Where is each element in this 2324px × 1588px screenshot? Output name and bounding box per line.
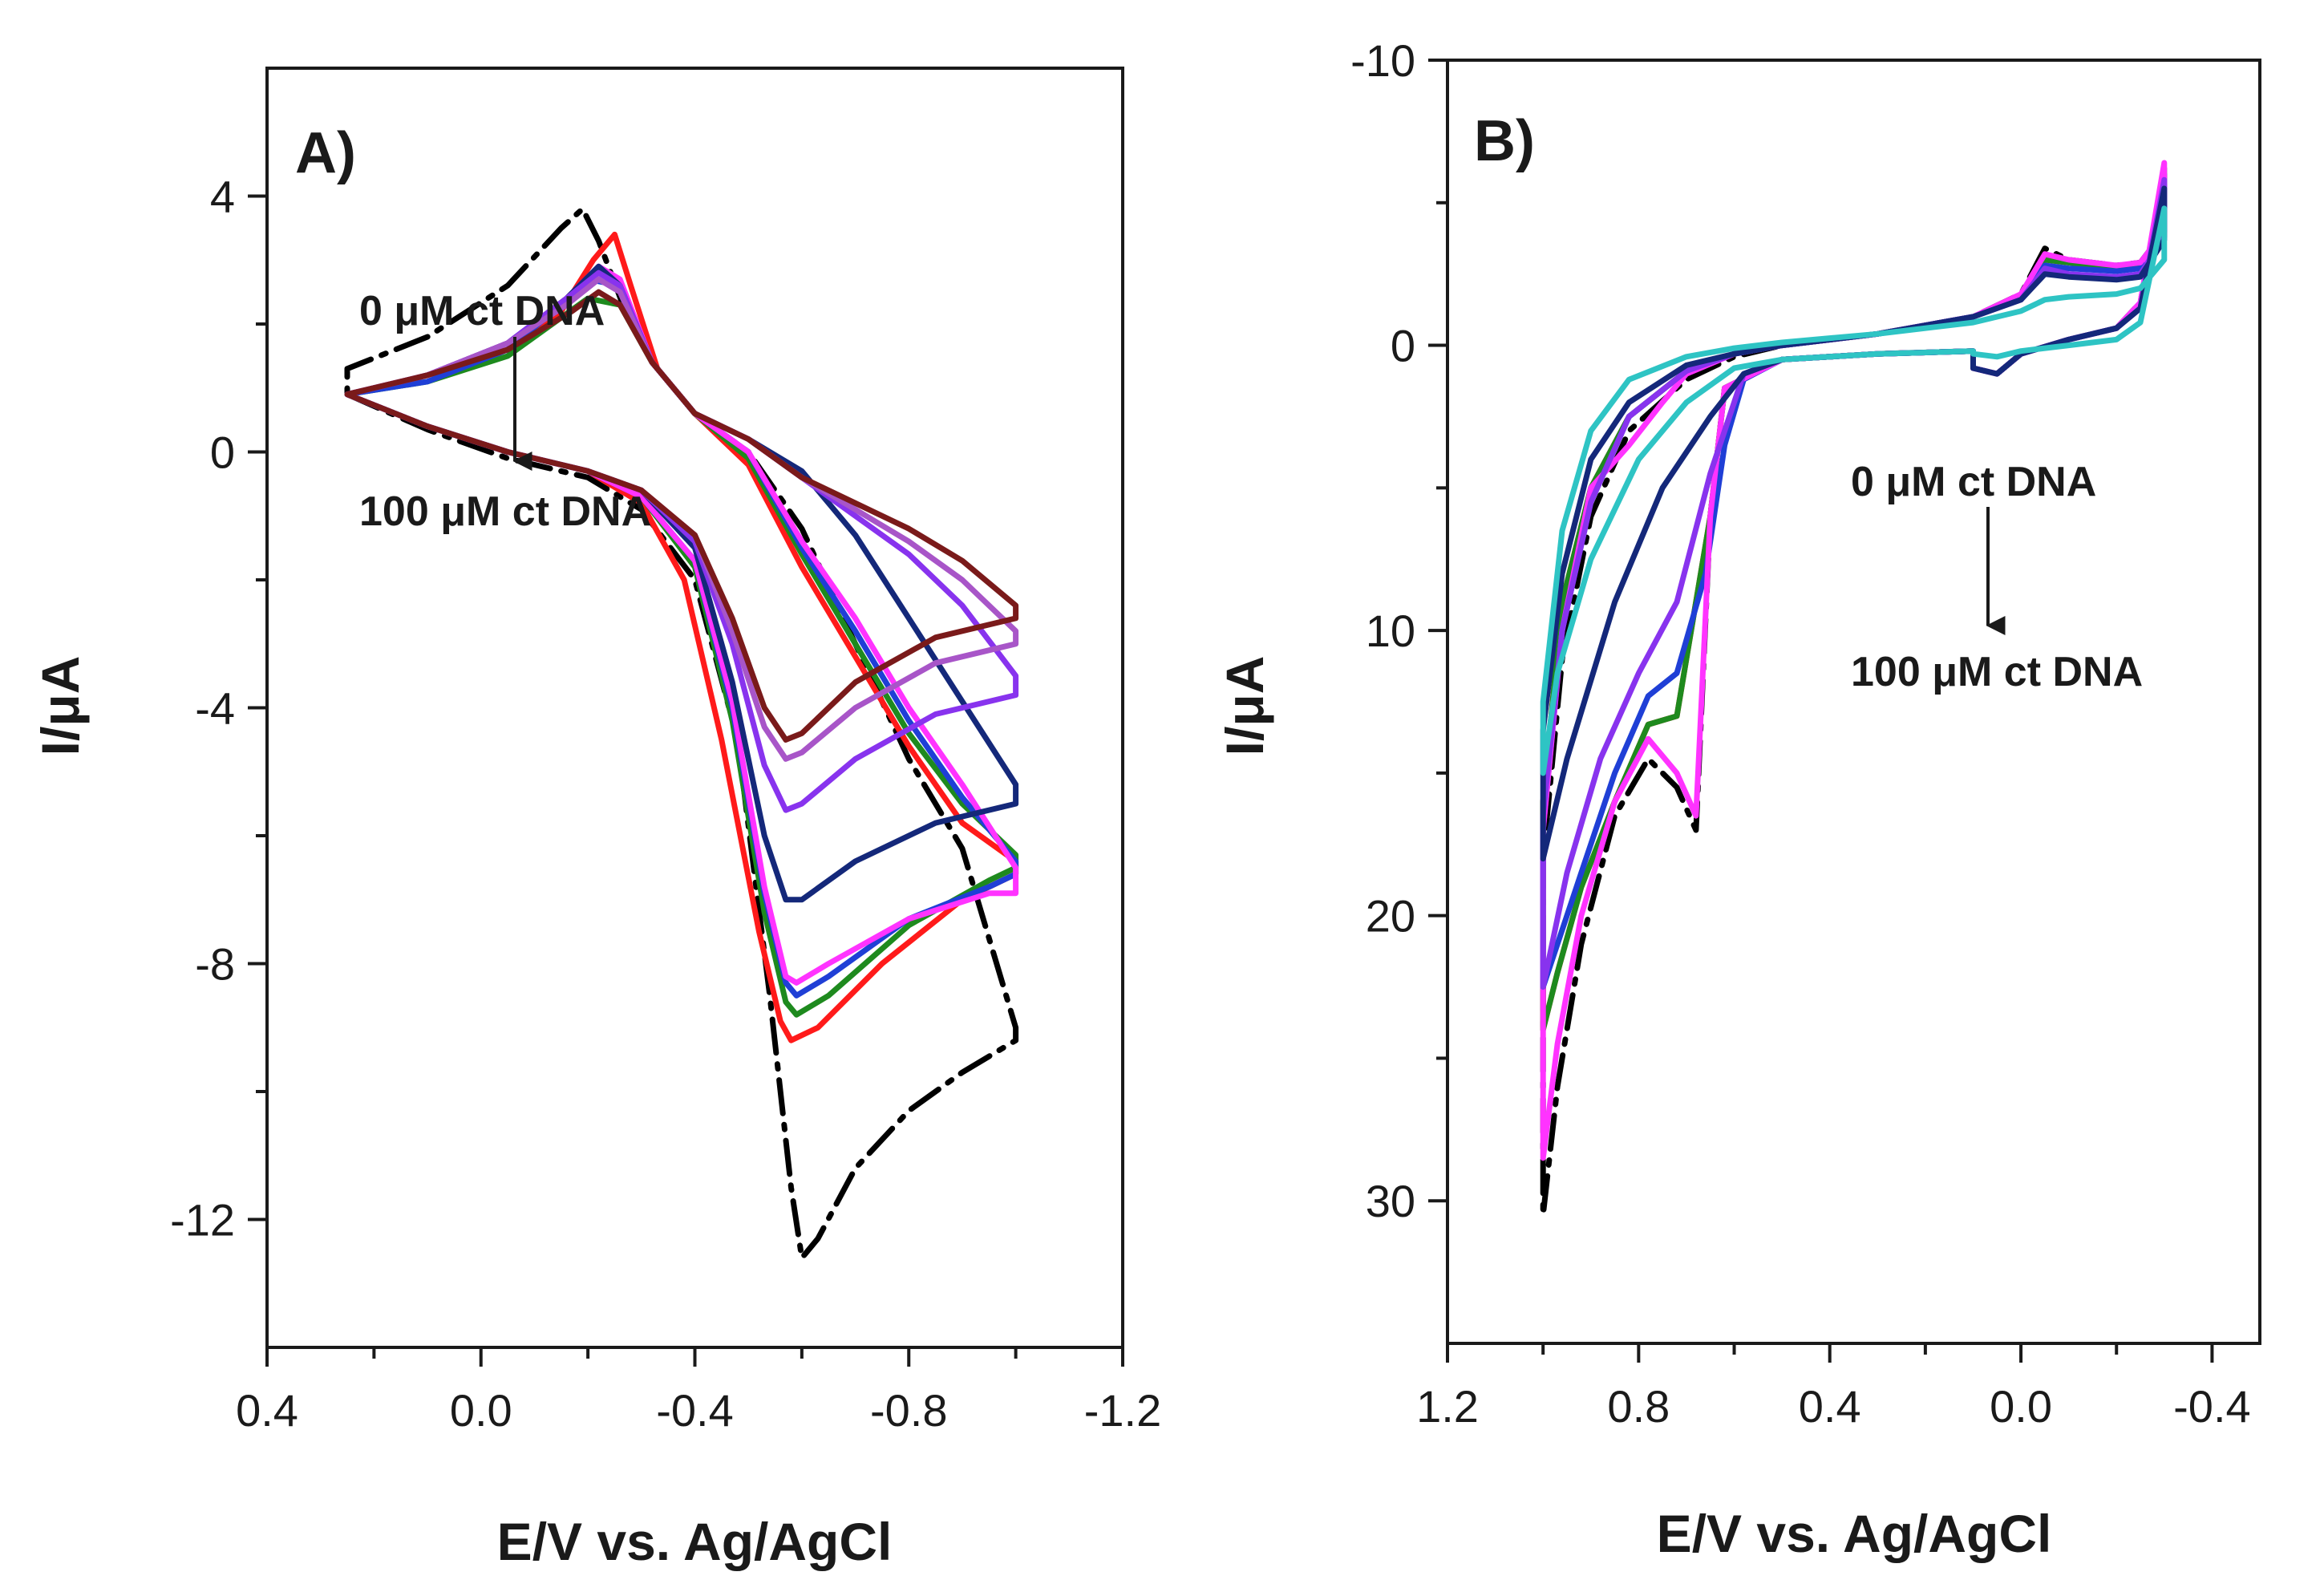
x-tick-label-a: -1.2 xyxy=(1084,1385,1162,1436)
x-axis-title-b: E/V vs. Ag/AgCl xyxy=(1657,1504,2052,1563)
x-tick-label-a: 0.4 xyxy=(236,1385,298,1436)
y-tick-label-a: 0 xyxy=(210,427,235,478)
x-tick-label-b: 0.4 xyxy=(1799,1381,1861,1432)
y-tick-label-b: -10 xyxy=(1350,35,1415,86)
cv-curve-a-5 xyxy=(344,263,1019,903)
x-tick-label-a: -0.8 xyxy=(870,1385,948,1436)
cv-curve-a-2 xyxy=(344,295,1019,1018)
x-tick-label-b: 0.0 xyxy=(1990,1381,2052,1432)
x-axis-title-a: E/V vs. Ag/AgCl xyxy=(497,1512,893,1571)
y-tick-label-a: -4 xyxy=(195,683,235,734)
ticks-b: 1.2 0.8 0.4 0.0 -0.4 -10 0 10 20 30 xyxy=(1350,35,2251,1432)
plot-frame-b xyxy=(1446,59,2261,1345)
x-tick-label-a: 0.0 xyxy=(450,1385,512,1436)
annotation-bottom-b: 100 μM ct DNA xyxy=(1851,649,2143,695)
y-tick-label-b: 0 xyxy=(1391,321,1415,371)
annotation-bottom-a: 100 μM ct DNA xyxy=(359,488,651,535)
panel-label-b: B) xyxy=(1474,109,1535,173)
panel-a: 0.4 0.0 -0.4 -0.8 -1.2 -12 -8 -4 0 4 A) 0 μM ct D… xyxy=(30,67,1161,1571)
y-axis-title-a: I/μA xyxy=(30,656,90,756)
cv-curve-a-3 xyxy=(344,276,1019,999)
y-axis-title-b: I/μA xyxy=(1215,656,1274,756)
plot-frame-a xyxy=(265,67,1124,1349)
x-tick-label-b: 1.2 xyxy=(1416,1381,1479,1432)
cv-curve-b-1 xyxy=(1540,171,2168,1033)
y-tick-label-b: 30 xyxy=(1366,1176,1415,1226)
y-tick-label-a: -8 xyxy=(195,939,235,990)
y-tick-label-a: -12 xyxy=(170,1195,235,1246)
y-tick-label-b: 10 xyxy=(1366,606,1415,656)
x-tick-label-a: -0.4 xyxy=(656,1385,734,1436)
ticks-a: 0.4 0.0 -0.4 -0.8 -1.2 -12 -8 -4 0 4 xyxy=(170,172,1161,1436)
annotation-top-a: 0 μM ct DNA xyxy=(359,288,605,334)
annotation-top-b: 0 μM ct DNA xyxy=(1851,459,2096,505)
x-tick-label-b: -0.4 xyxy=(2173,1381,2251,1432)
panel-label-a: A) xyxy=(295,121,356,185)
cv-curve-a-0 xyxy=(344,206,1019,1261)
y-tick-label-b: 20 xyxy=(1366,891,1415,942)
x-tick-label-b: 0.8 xyxy=(1607,1381,1670,1432)
curves-a xyxy=(344,206,1019,1261)
cv-curve-b-7 xyxy=(1540,205,2168,776)
panel-b: 1.2 0.8 0.4 0.0 -0.4 -10 0 10 20 30 B) 0 μM ct DN… xyxy=(1215,35,2261,1563)
cv-curve-a-8 xyxy=(344,289,1019,743)
cv-curve-b-5 xyxy=(1540,176,2168,990)
y-tick-label-a: 4 xyxy=(210,172,235,222)
curves-b xyxy=(1540,160,2168,1218)
